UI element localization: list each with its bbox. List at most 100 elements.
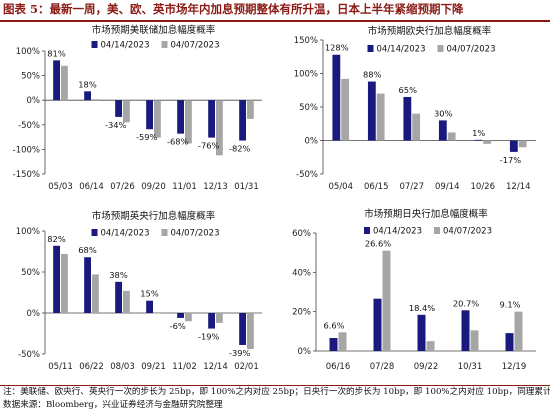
bar-series-b [154, 100, 161, 138]
y-tick-label: -50% [18, 350, 40, 360]
x-tick-label: 11/02 [172, 362, 197, 372]
legend-swatch [434, 227, 440, 234]
x-tick-label: 09/21 [141, 362, 166, 372]
bar-series-a [461, 310, 470, 351]
chart-title: 市场预期英央行加息幅度概率 [92, 210, 216, 222]
data-label: 26.6% [365, 239, 391, 249]
data-label: -39% [229, 348, 251, 358]
x-tick-label: 06/16 [326, 362, 351, 372]
bar-series-a [177, 313, 184, 318]
legend-swatch [91, 229, 98, 236]
notes: 注：美联储、欧央行、英央行一次的步长为 25bp，即 100%之内对应 25bp… [3, 386, 550, 412]
bar-series-b [470, 330, 479, 351]
x-tick-label: 08/03 [110, 362, 135, 372]
bar-series-b [61, 65, 68, 101]
data-label: -17% [500, 155, 522, 165]
y-tick-label: 0% [305, 137, 319, 147]
data-label: 38% [109, 270, 128, 280]
bar-series-b [61, 253, 68, 313]
y-tick-label: 100% [16, 227, 40, 237]
data-label: -76% [198, 141, 220, 151]
chart-boj: 市场预期日央行加息幅度概率 60% 40% 20% 0% 6.6% 06/16 26.6% 07… [292, 208, 536, 372]
chart-panel-boe: 市场预期英央行加息幅度概率 100% 50% 0% -50% 82% 05/11 68% 06/… [0, 204, 270, 384]
x-tick-label: 11/01 [172, 182, 197, 192]
bar-series-a [505, 333, 514, 351]
data-label: -34% [105, 120, 127, 130]
x-tick-label: 06/15 [364, 182, 389, 192]
bar-series-a [332, 54, 341, 141]
data-label: 81% [47, 48, 66, 58]
bar-series-a [474, 139, 483, 141]
x-tick-label: 06/14 [79, 182, 104, 192]
data-label: -6% [170, 321, 186, 331]
legend-swatch [437, 45, 444, 52]
bar-series-a [115, 100, 122, 117]
data-label: 20.7% [453, 298, 479, 308]
bar-series-b [338, 332, 347, 351]
x-tick-label: 12/19 [502, 362, 527, 372]
legend-swatch [161, 41, 168, 48]
y-tick-label: 100% [294, 70, 318, 80]
bar-series-a [53, 60, 60, 101]
data-label: -59% [136, 132, 158, 142]
bar-series-b [518, 140, 527, 148]
legend-label: 04/07/2023 [447, 45, 496, 55]
bar-series-a [177, 100, 184, 134]
figure-title: 图表 5：最新一周，美、欧、英市场年内加息预期整体有所升温，日本上半年紧缩预期下… [3, 2, 464, 16]
bar-series-b [92, 274, 99, 313]
legend-swatch [367, 45, 374, 52]
y-tick-label: 100% [16, 47, 40, 57]
title-rule [0, 20, 550, 22]
legend-label: 04/14/2023 [101, 229, 150, 239]
bar-series-a [403, 96, 412, 141]
data-label: 15% [140, 289, 159, 299]
x-tick-label: 07/27 [400, 182, 425, 192]
data-label: -82% [229, 144, 251, 154]
x-tick-label: 05/04 [329, 182, 354, 192]
chart-fed: 市场预期美联储加息幅度概率 100% 50% 0% -50% -100% -150% 81% 0… [13, 24, 262, 192]
bar-series-b [376, 93, 385, 141]
x-tick-label: 01/31 [234, 182, 259, 192]
legend-label: 04/14/2023 [377, 45, 426, 55]
bar-series-a [329, 338, 338, 351]
x-tick-label: 09/20 [141, 182, 166, 192]
note-line: 注：美联储、欧央行、英央行一次的步长为 25bp，即 100%之内对应 25bp… [3, 387, 550, 397]
legend-label: 04/07/2023 [171, 229, 220, 239]
x-tick-label: 07/28 [370, 362, 395, 372]
y-tick-label: -150% [13, 170, 40, 180]
x-tick-label: 09/14 [435, 182, 460, 192]
figure-title-bar: 图表 5：最新一周，美、欧、英市场年内加息预期整体有所升温，日本上半年紧缩预期下… [0, 0, 550, 22]
x-tick-label: 10/26 [471, 182, 496, 192]
bar-series-b [185, 313, 192, 322]
chart-panel-fed: 市场预期美联储加息幅度概率 100% 50% 0% -50% -100% -150% 81% 0… [0, 24, 270, 204]
y-tick-label: -50% [296, 170, 318, 180]
y-tick-label: 60% [292, 229, 311, 239]
bar-series-a [208, 313, 215, 329]
bar-series-b [247, 100, 254, 119]
bar-series-b [514, 311, 523, 351]
bar-series-b [426, 341, 435, 351]
source-line: 数据来源：Bloomberg，兴业证券经济与金融研究院整理 [3, 400, 223, 410]
data-label: 18% [78, 79, 97, 89]
data-label: 30% [434, 108, 453, 118]
chart-title: 市场预期欧央行加息幅度概率 [368, 25, 492, 37]
legend-swatch [161, 229, 168, 236]
bar-series-a [417, 314, 426, 351]
x-tick-label: 12/14 [506, 182, 531, 192]
chart-panel-boj: 市场预期日央行加息幅度概率 60% 40% 20% 0% 6.6% 06/16 26.6% 07… [278, 204, 546, 384]
bar-series-b [154, 313, 161, 314]
bar-series-b [341, 78, 350, 141]
bar-series-b [216, 100, 223, 156]
data-label: 1% [472, 128, 485, 138]
legend-swatch [91, 41, 98, 48]
bar-series-b [123, 100, 130, 123]
legend-label: 04/07/2023 [443, 227, 492, 237]
y-tick-label: 150% [294, 36, 318, 46]
data-label: -19% [198, 332, 220, 342]
bar-series-b [412, 113, 421, 141]
bar-series-a [239, 313, 246, 345]
y-tick-label: 20% [292, 308, 311, 318]
chart-ecb: 市场预期欧央行加息幅度概率 150% 100% 50% 0% -50% 128% 05/04 8… [294, 25, 536, 192]
legend-label: 04/07/2023 [171, 41, 220, 51]
bar-series-b [123, 290, 130, 313]
